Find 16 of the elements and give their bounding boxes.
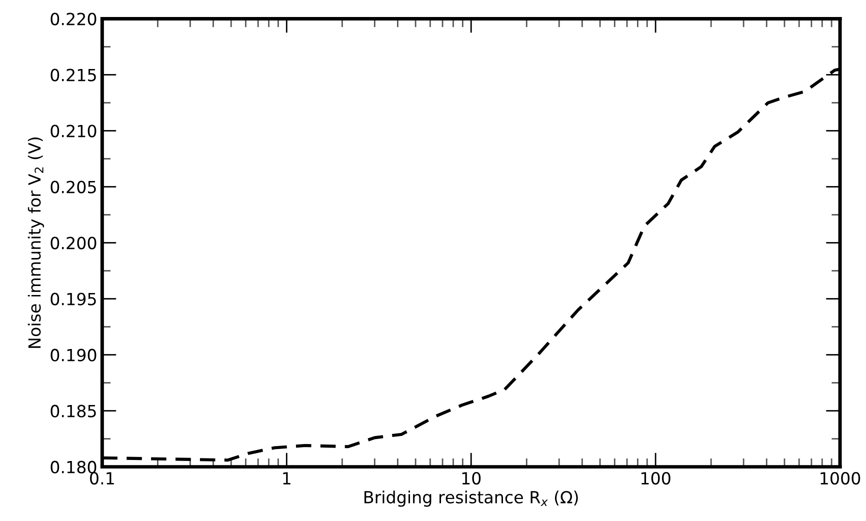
x-tick-label: 1 bbox=[283, 472, 290, 484]
x-tick-label: 1000 bbox=[820, 472, 860, 485]
y-tick-label: 0.185 bbox=[50, 404, 96, 418]
x-tick-label: 10 bbox=[462, 472, 481, 485]
y-tick-label: 0.200 bbox=[50, 236, 96, 250]
x-tick-label: 100 bbox=[641, 472, 670, 485]
y-tick-label: 0.180 bbox=[50, 460, 96, 474]
y-tick-label: 0.190 bbox=[50, 348, 96, 362]
y-tick-label: 0.215 bbox=[50, 68, 96, 82]
y-tick-label: 0.195 bbox=[50, 292, 96, 306]
x-axis-title: Bridging resistance R$_{x}$ (Ω) bbox=[364, 490, 578, 507]
y-axis-title: Noise immunity for V$_{2}$ (V) bbox=[28, 138, 44, 348]
y-tick-label: 0.220 bbox=[50, 12, 96, 26]
y-tick-label: 0.210 bbox=[50, 124, 96, 138]
x-tick-label: 0.1 bbox=[90, 472, 114, 485]
y-tick-label: 0.205 bbox=[50, 180, 96, 194]
